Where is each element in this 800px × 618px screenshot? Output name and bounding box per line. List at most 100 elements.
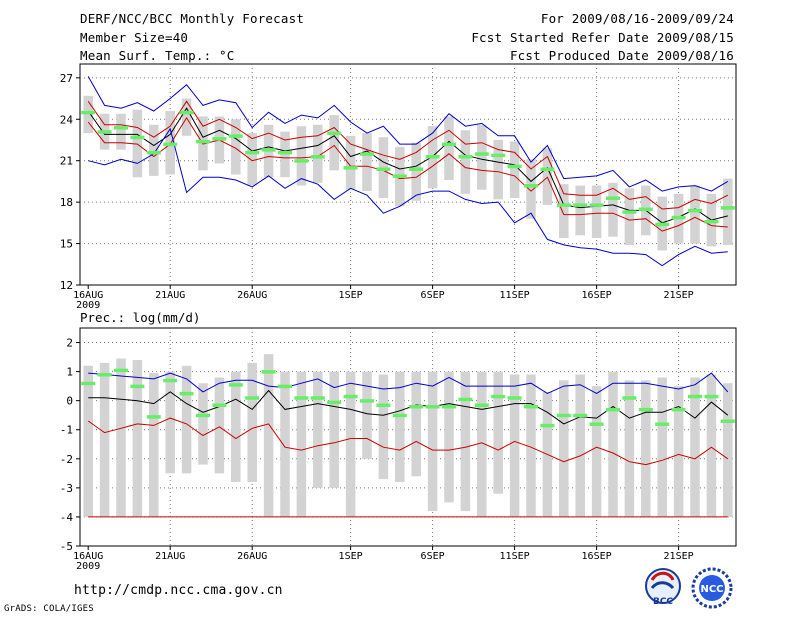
median-marker: [228, 134, 243, 138]
median-marker: [392, 174, 407, 178]
x-tick-label: 6SEP: [421, 551, 445, 562]
grads-credit: GrADS: COLA/IGES: [4, 604, 94, 614]
median-marker: [606, 407, 620, 412]
y-tick-label: 2: [66, 337, 73, 350]
spread-box: [526, 159, 536, 219]
y-tick-label: -2: [60, 453, 73, 466]
spread-box: [313, 124, 323, 183]
x-tick-label: 21SEP: [664, 290, 694, 301]
x-tick-label: 1SEP: [339, 551, 363, 562]
spread-box: [673, 386, 684, 517]
median-marker: [278, 150, 292, 155]
median-marker: [556, 413, 571, 418]
x-tick-label: 21SEP: [664, 551, 694, 562]
y-tick-label: 24: [60, 113, 74, 126]
spread-box: [575, 374, 585, 517]
median-marker: [507, 396, 522, 400]
median-marker: [327, 131, 342, 136]
spread-box: [83, 95, 93, 134]
source-url[interactable]: http://cmdp.ncc.cma.gov.cn: [74, 583, 283, 598]
x-year-label: 2009: [76, 300, 100, 311]
y-tick-label: 12: [60, 279, 73, 292]
median-marker: [589, 422, 604, 426]
median-marker: [540, 167, 555, 171]
spread-box: [559, 184, 569, 239]
series-line-upper: [88, 372, 729, 394]
y-tick-label: 1: [66, 366, 73, 379]
median-marker: [376, 167, 391, 171]
spread-box: [608, 371, 618, 517]
median-marker: [409, 404, 424, 409]
spread-box: [444, 116, 454, 181]
spread-box: [608, 182, 618, 237]
x-tick-label: 26AUG: [237, 290, 267, 301]
spread-box: [280, 371, 290, 517]
median-marker: [327, 400, 342, 405]
x-tick-label: 16AUG: [73, 290, 103, 301]
spread-box: [591, 386, 602, 517]
median-marker: [573, 413, 588, 418]
median-marker: [97, 373, 112, 377]
y-tick-label: 21: [60, 155, 73, 168]
median-marker: [474, 403, 489, 408]
median-marker: [261, 148, 276, 152]
spread-box: [313, 371, 323, 488]
median-marker: [163, 142, 178, 147]
y-tick-label: 27: [60, 72, 73, 85]
spread-box: [231, 371, 241, 483]
median-marker: [540, 423, 555, 428]
median-marker: [130, 384, 145, 389]
y-tick-label: 0: [66, 395, 73, 408]
median-marker: [622, 210, 637, 214]
median-marker: [491, 394, 506, 399]
spread-box: [116, 113, 126, 150]
median-marker: [212, 137, 227, 141]
spread-box: [280, 131, 290, 178]
spread-box: [231, 119, 241, 175]
median-marker: [114, 368, 128, 373]
bcc-logo: BCC: [645, 568, 681, 607]
spread-box: [411, 371, 421, 477]
median-marker: [81, 110, 96, 115]
y-tick-label: -1: [60, 424, 73, 437]
median-marker: [442, 404, 456, 409]
spread-box: [509, 141, 520, 198]
series-line-upper: [87, 100, 729, 210]
spread-box: [460, 130, 471, 194]
median-marker: [392, 413, 407, 418]
y-tick-label: -5: [60, 540, 73, 553]
median-marker: [294, 396, 309, 400]
median-marker: [655, 222, 670, 227]
spread-box: [477, 124, 487, 190]
median-marker: [638, 407, 653, 412]
median-marker: [310, 155, 325, 159]
spread-box: [723, 383, 733, 517]
y-tick-label: -3: [60, 482, 73, 495]
chart-title: DERF/NCC/BCC Monthly Forecast: [80, 11, 305, 26]
variable-label: Mean Surf. Temp.: °C: [80, 48, 235, 63]
spread-box: [509, 374, 520, 517]
spread-box: [132, 109, 143, 178]
spread-box: [263, 354, 274, 517]
spread-box: [690, 185, 700, 244]
spread-box: [149, 124, 159, 176]
median-marker: [671, 407, 686, 412]
spread-box: [493, 371, 503, 494]
x-year-label: 2009: [76, 561, 100, 572]
median-marker: [81, 381, 96, 386]
spread-box: [591, 185, 602, 239]
median-marker: [114, 126, 128, 130]
median-marker: [704, 394, 719, 399]
plot-frame: [79, 63, 737, 286]
median-marker: [228, 383, 243, 387]
spread-box: [460, 371, 471, 512]
spread-box: [378, 374, 389, 480]
x-tick-label: 11SEP: [500, 551, 530, 562]
x-tick-label: 6SEP: [421, 290, 445, 301]
series-line-lower: [87, 417, 729, 466]
median-marker: [376, 403, 391, 408]
spread-box: [198, 383, 208, 465]
median-marker: [688, 208, 702, 213]
series-line-min: [88, 127, 728, 267]
median-marker: [146, 150, 161, 155]
